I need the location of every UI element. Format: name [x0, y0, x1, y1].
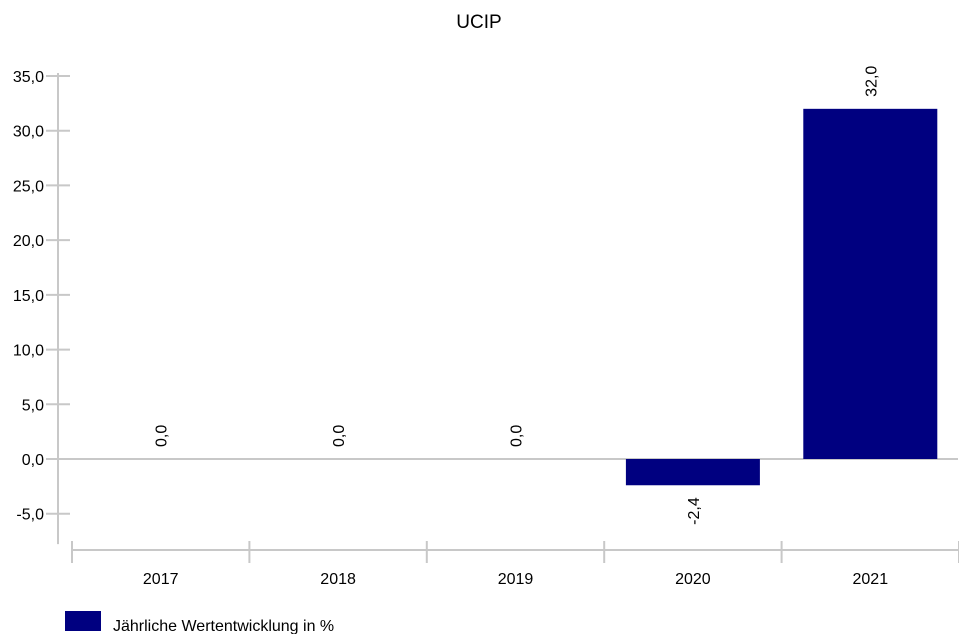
y-tick-label: 15,0 [13, 288, 44, 305]
legend-label: Jährliche Wertentwicklung in % [113, 618, 334, 634]
y-tick-label: -5,0 [16, 507, 44, 524]
data-label: -2,4 [686, 497, 703, 525]
data-labels: 0,0 0,0 0,0 -2,4 32,0 [154, 66, 881, 525]
data-label: 0,0 [331, 425, 348, 447]
bar [803, 108, 938, 459]
y-axis: 35,0 30,0 25,0 20,0 15,0 10,0 5,0 0,0 -5,0 [13, 69, 958, 545]
legend-swatch [65, 611, 101, 631]
legend: Jährliche Wertentwicklung in % [65, 611, 334, 634]
bar [625, 459, 760, 486]
y-tick-label: 25,0 [13, 178, 44, 195]
x-tick-label: 2020 [675, 571, 711, 588]
x-tick-label: 2021 [853, 571, 889, 588]
chart-title: UCIP [456, 12, 501, 33]
y-tick-label: 35,0 [13, 69, 44, 86]
y-tick-label: 5,0 [22, 397, 44, 414]
y-tick-label: 20,0 [13, 233, 44, 250]
x-tick-label: 2019 [498, 571, 534, 588]
x-tick-label: 2017 [143, 571, 179, 588]
data-label: 0,0 [509, 425, 526, 447]
data-label: 32,0 [863, 66, 880, 97]
y-tick-label: 30,0 [13, 124, 44, 141]
bars [625, 108, 938, 486]
x-tick-label: 2018 [320, 571, 356, 588]
x-axis: 2017 2018 2019 2020 2021 [71, 541, 959, 588]
y-tick-label: 10,0 [13, 343, 44, 360]
data-label: 0,0 [154, 425, 171, 447]
y-tick-label: 0,0 [22, 452, 44, 469]
